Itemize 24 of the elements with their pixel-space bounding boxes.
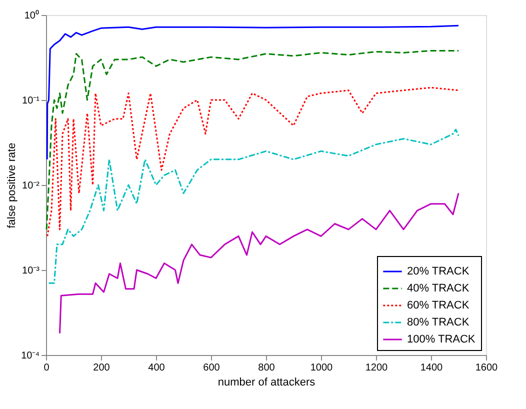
x-tick-label: 600: [203, 362, 220, 374]
line-series: [46, 50, 460, 230]
y-tick-label: 10⁻⁴: [21, 350, 40, 362]
x-tick-label: 0: [44, 362, 50, 374]
y-axis-title: false positive rate: [6, 142, 18, 228]
legend-label: 80% TRACK: [407, 316, 470, 328]
legend-label: 20% TRACK: [407, 266, 470, 278]
line-series: [46, 24, 460, 160]
x-tick-label: 1000: [310, 362, 334, 374]
legend-label: 100% TRACK: [407, 334, 476, 346]
y-tick-label: 10⁻³: [22, 266, 40, 276]
x-tick-label: 1400: [420, 362, 444, 374]
x-tick-label: 800: [258, 362, 276, 374]
y-tick-label: 10⁻¹: [22, 96, 40, 106]
legend-label: 60% TRACK: [407, 300, 470, 312]
x-tick-label: 400: [148, 362, 166, 374]
y-tick-label: 10⁻²: [22, 180, 40, 192]
legend-label: 40% TRACK: [407, 282, 470, 294]
y-tick-label: 10⁰: [24, 10, 40, 22]
x-tick-label: 1600: [475, 362, 498, 374]
x-tick-label: 1200: [365, 362, 388, 374]
x-tick-label: 200: [93, 362, 110, 374]
x-axis-title: number of attackers: [218, 376, 316, 388]
line-series: [46, 86, 460, 237]
